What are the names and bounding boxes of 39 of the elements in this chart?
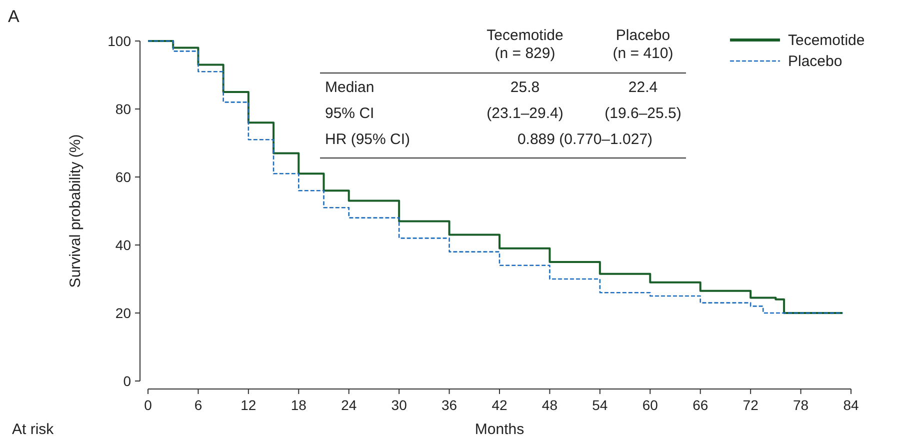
y-tick-label: 0 — [123, 373, 132, 389]
annotation: (n = 410) — [612, 45, 674, 62]
x-tick-label: 0 — [144, 397, 152, 413]
annotation: 22.4 — [628, 79, 658, 96]
x-tick-label: 72 — [742, 397, 759, 413]
text: A — [8, 7, 20, 26]
annotation: Placebo — [616, 27, 670, 44]
x-tick-label: 84 — [843, 397, 859, 413]
x-tick-label: 18 — [290, 397, 307, 413]
y-tick-label: 20 — [115, 305, 132, 321]
y-tick-label: 60 — [115, 169, 132, 185]
x-tick-label: 36 — [441, 397, 458, 413]
x-tick-label: 48 — [542, 397, 558, 413]
x-tick-label: 30 — [391, 397, 408, 413]
x-tick-label: 66 — [692, 397, 708, 413]
y-tick-label: 40 — [115, 237, 132, 253]
x-tick-label: 60 — [642, 397, 658, 413]
annotation: 25.8 — [510, 79, 540, 96]
annotation: (19.6–25.5) — [604, 105, 682, 122]
y-axis-title: Survival probability (%) — [67, 134, 84, 288]
annotation: 0.889 (0.770–1.027) — [517, 131, 653, 148]
y-tick-label: 80 — [115, 101, 132, 117]
text: At risk — [12, 421, 54, 437]
annotation: (n = 829) — [494, 45, 556, 62]
y-tick-label: 100 — [108, 33, 132, 49]
legend-label: Tecemotide — [788, 32, 865, 49]
annotation: 95% CI — [325, 105, 374, 122]
x-tick-label: 54 — [592, 397, 608, 413]
x-tick-label: 6 — [194, 397, 202, 413]
x-tick-label: 42 — [492, 397, 508, 413]
legend-label: Placebo — [788, 53, 842, 70]
x-tick-label: 12 — [240, 397, 256, 413]
annotation: Tecemotide — [486, 27, 564, 44]
annotation: Median — [325, 79, 374, 96]
x-tick-label: 24 — [341, 397, 357, 413]
x-axis-title: Months — [474, 421, 524, 437]
annotation: (23.1–29.4) — [486, 105, 564, 122]
annotation: HR (95% CI) — [325, 131, 410, 148]
x-tick-label: 78 — [792, 397, 809, 413]
